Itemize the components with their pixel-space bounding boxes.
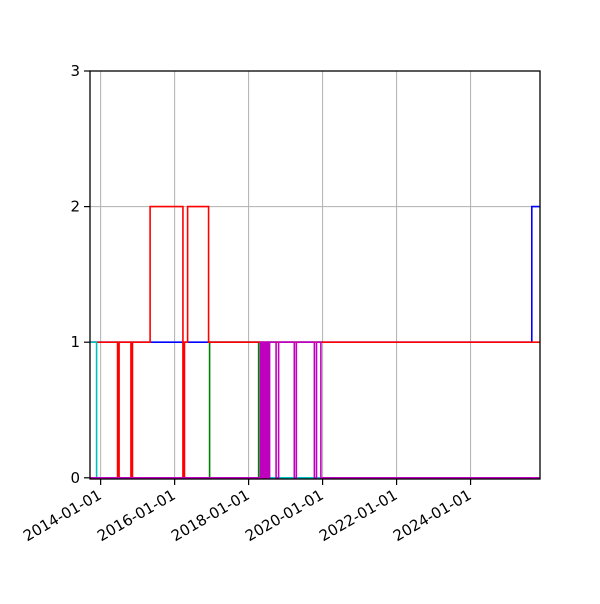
magenta-series-line — [90, 341, 540, 479]
y-tick-label: 3 — [70, 62, 80, 80]
y-tick-label: 2 — [70, 198, 80, 216]
axes-frame — [89, 70, 541, 480]
y-tick-label: 0 — [70, 469, 80, 487]
cyan-series-line — [90, 341, 540, 479]
y-tick-label: 1 — [70, 333, 80, 351]
red-series-line — [90, 205, 540, 479]
